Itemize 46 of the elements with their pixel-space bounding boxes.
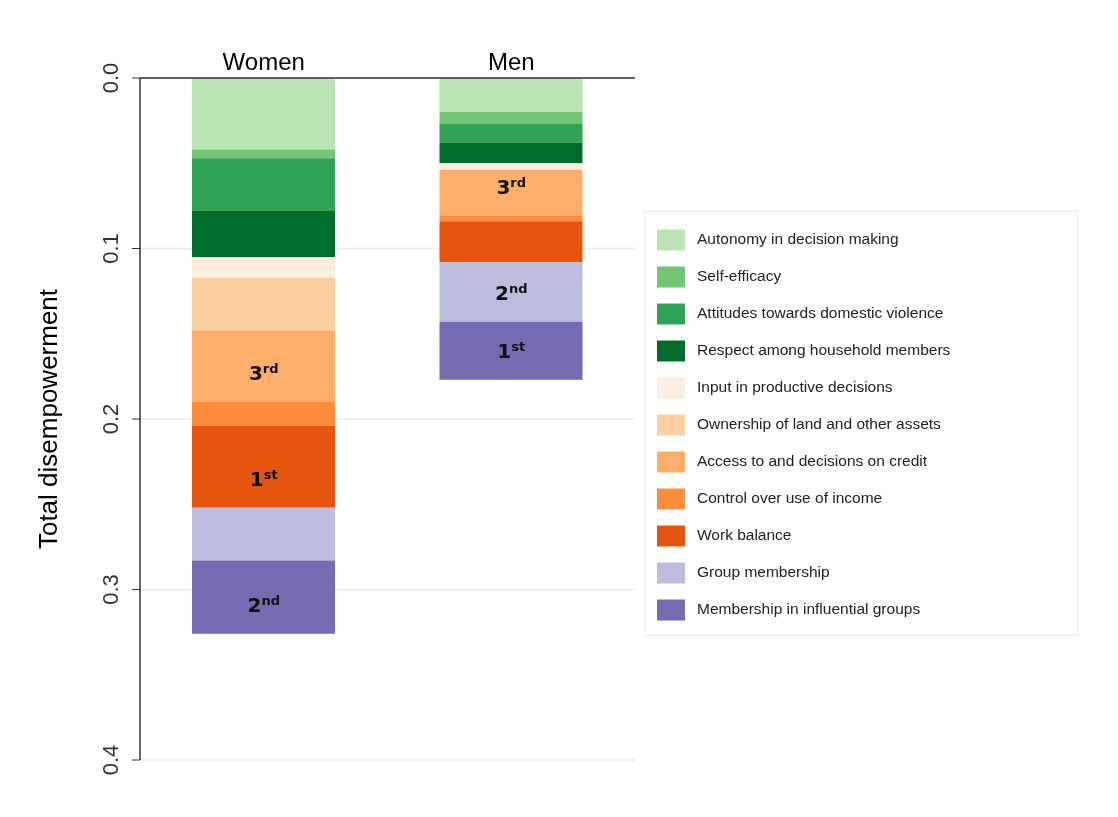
y-tick-label: 0.2	[98, 403, 123, 435]
legend-label: Work balance	[697, 526, 792, 543]
y-tick-label: 0.3	[98, 574, 123, 605]
bar	[192, 149, 335, 159]
bar	[439, 163, 583, 171]
legend-label: Respect among household members	[697, 341, 951, 358]
annotation: 1$^{st}$	[497, 338, 526, 363]
legend-label: Self-efficacy	[697, 267, 782, 284]
bar	[192, 507, 335, 561]
bar	[439, 170, 583, 217]
legend-label: Control over use of income	[697, 489, 883, 506]
annotation: 2$^{nd}$	[247, 592, 280, 617]
bar	[439, 78, 583, 113]
bar	[439, 142, 583, 164]
legend-label: Ownership of land and other assets	[697, 415, 941, 432]
bar	[192, 330, 335, 402]
bar	[192, 158, 335, 211]
y-axis-title: Total disempowerment	[33, 288, 64, 550]
y-tick-label: 0.0	[98, 62, 123, 94]
bar	[192, 401, 335, 426]
x-tick-label: Men	[487, 48, 535, 75]
bar	[192, 560, 335, 634]
x-tick-label: Women	[222, 48, 305, 75]
bar	[439, 216, 583, 222]
legend-label: Access to and decisions on credit	[697, 452, 928, 469]
legend-label: Autonomy in decision making	[697, 230, 899, 247]
bar	[192, 210, 335, 258]
legend-label: Input in productive decisions	[697, 378, 893, 395]
bar	[192, 277, 335, 331]
bar	[439, 124, 583, 143]
bar	[192, 425, 335, 508]
bar	[439, 112, 583, 125]
annotation: 3$^{rd}$	[248, 360, 279, 385]
annotation: 3$^{rd}$	[496, 174, 527, 200]
bar	[439, 262, 583, 322]
legend-label: Membership in influential groups	[697, 600, 921, 617]
bar	[439, 221, 583, 263]
annotation: 2$^{nd}$	[495, 280, 528, 305]
bar	[192, 257, 335, 278]
bar	[192, 78, 335, 150]
annotation: 1$^{st}$	[249, 466, 278, 491]
legend-label: Attitudes towards domestic violence	[697, 304, 944, 321]
bar	[439, 321, 583, 380]
y-tick-label: 0.1	[98, 233, 123, 264]
y-tick-label: 0.4	[98, 744, 123, 776]
legend-label: Group membership	[697, 563, 830, 580]
